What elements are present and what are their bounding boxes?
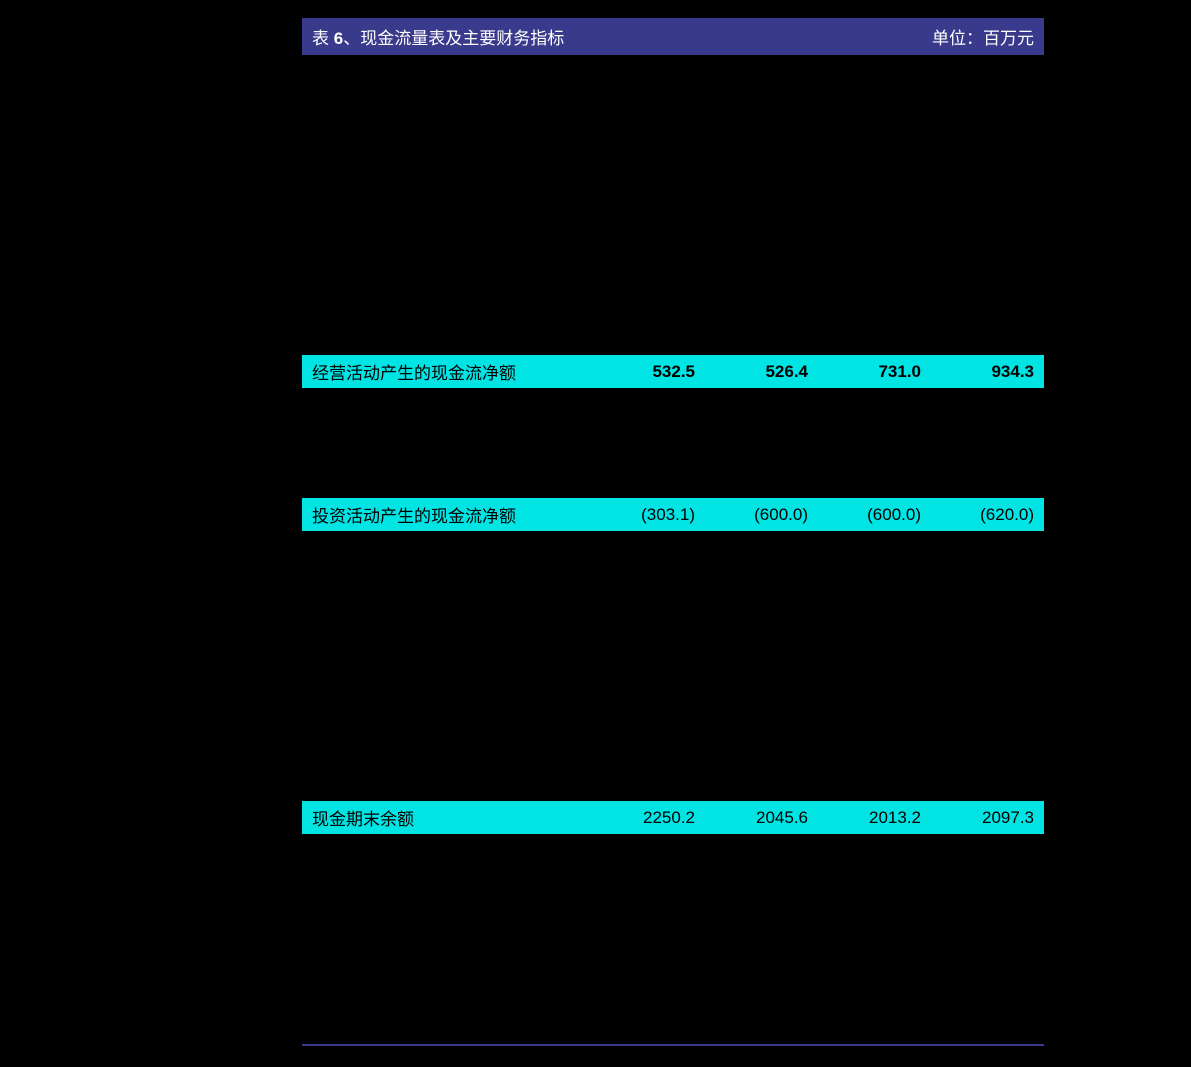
row-value: 2250.2 [592,801,705,834]
table-row: 现金期末余额2250.22045.62013.22097.3 [302,801,1044,834]
row-value: 731.0 [818,355,931,388]
title-prefix: 表 [312,29,334,48]
table-unit: 单位：百万元 [932,24,1034,49]
table-title: 表 6、现金流量表及主要财务指标 [312,24,564,49]
row-value: 2097.3 [931,801,1044,834]
row-value: (303.1) [592,498,705,531]
row-value: 526.4 [705,355,818,388]
row-label: 投资活动产生的现金流净额 [302,498,592,531]
spacer-row [302,531,1044,801]
bottom-rule [302,1044,1044,1046]
row-value: 532.5 [592,355,705,388]
row-value: 2045.6 [705,801,818,834]
title-suffix: 、现金流量表及主要财务指标 [343,29,564,48]
row-value: (600.0) [818,498,931,531]
row-value: (620.0) [931,498,1044,531]
title-number: 6 [334,29,343,48]
table-row: 经营活动产生的现金流净额532.5526.4731.0934.3 [302,355,1044,388]
row-value: (600.0) [705,498,818,531]
row-label: 经营活动产生的现金流净额 [302,355,592,388]
table-row: 投资活动产生的现金流净额(303.1)(600.0)(600.0)(620.0) [302,498,1044,531]
row-value: 2013.2 [818,801,931,834]
row-value: 934.3 [931,355,1044,388]
row-label: 现金期末余额 [302,801,592,834]
cashflow-table: 经营活动产生的现金流净额532.5526.4731.0934.3 投资活动产生的现… [302,55,1044,834]
spacer-row [302,388,1044,498]
spacer-row [302,55,1044,355]
table-title-bar: 表 6、现金流量表及主要财务指标 单位：百万元 [302,18,1044,55]
